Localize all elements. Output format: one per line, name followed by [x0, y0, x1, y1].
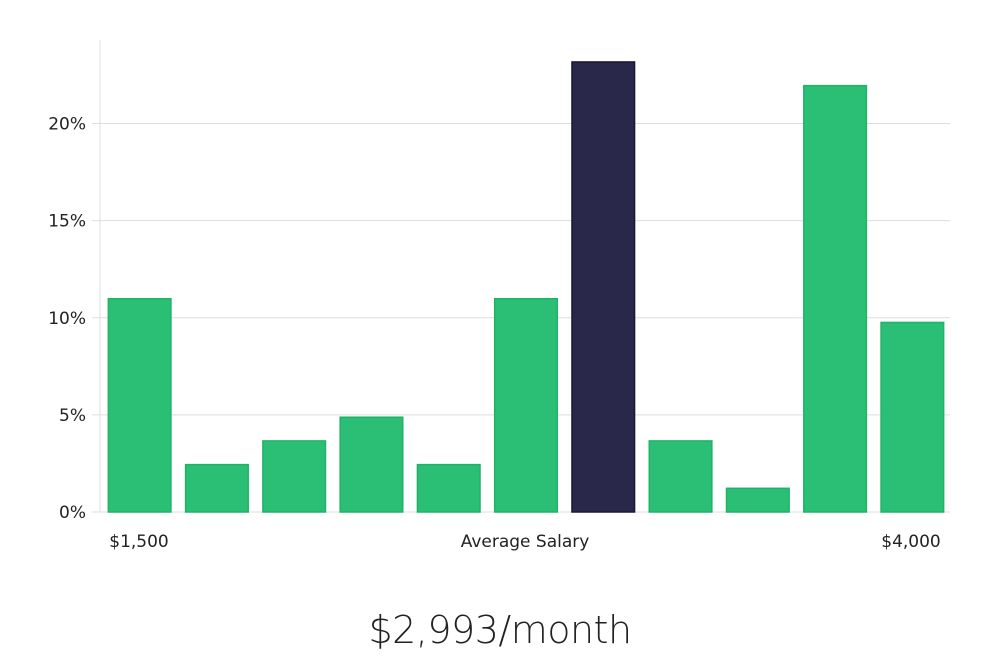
- bar: [184, 463, 249, 513]
- bar: [262, 440, 327, 513]
- bar: [648, 440, 713, 513]
- y-tick-label: 5%: [59, 406, 86, 426]
- bar: [416, 463, 481, 513]
- x-axis-label: Average Salary: [461, 532, 590, 552]
- y-tick-label: 15%: [48, 212, 86, 232]
- x-tick-min: $1,500: [109, 532, 168, 552]
- bar: [339, 416, 404, 513]
- bar: [107, 297, 172, 513]
- y-tick-label: 0%: [59, 503, 86, 523]
- average-salary-headline: $2,993/month: [368, 608, 632, 652]
- bar: [725, 487, 790, 513]
- y-tick-label: 20%: [48, 115, 86, 135]
- y-tick-label: 10%: [48, 309, 86, 329]
- bar-highlighted: [571, 61, 636, 513]
- bar: [493, 297, 559, 513]
- bar: [880, 321, 945, 513]
- bar: [803, 84, 868, 513]
- x-tick-max: $4,000: [881, 532, 940, 552]
- salary-histogram: 0% 5% 10% 15% 20% $1,500 Average Salary $4,0…: [48, 40, 950, 552]
